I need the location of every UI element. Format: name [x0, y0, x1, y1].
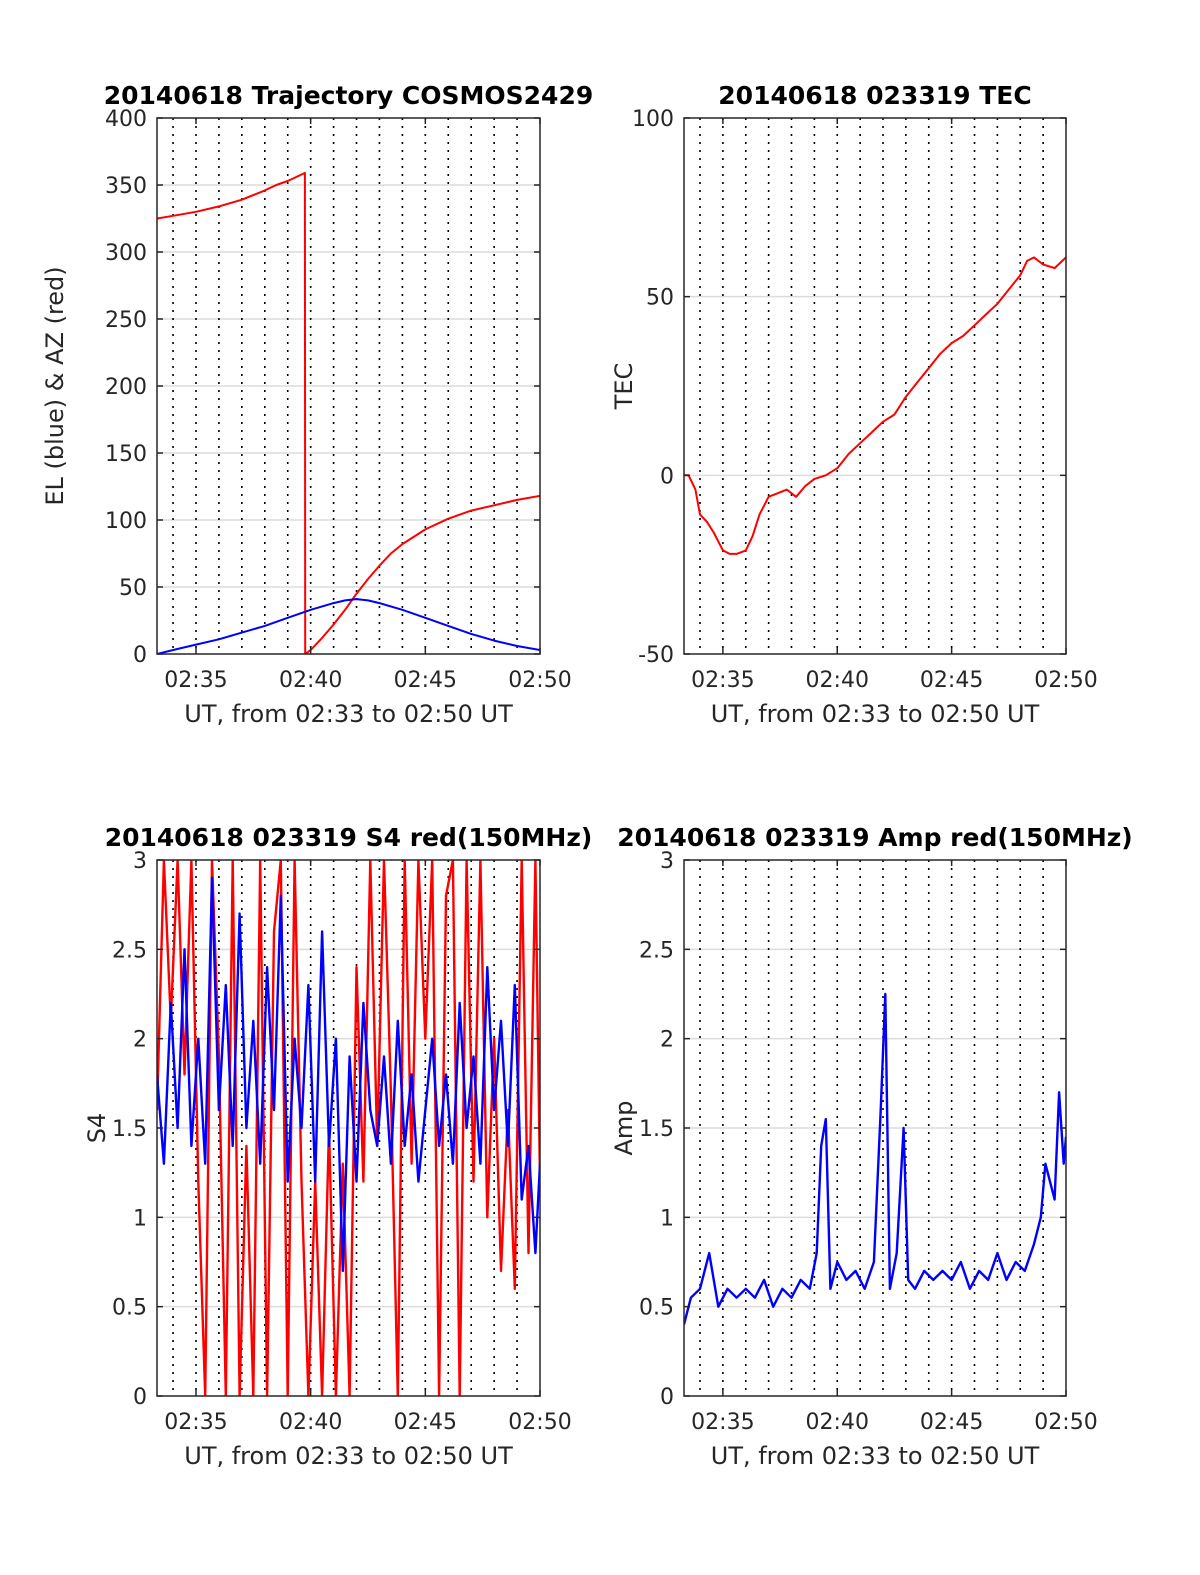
tec-ytick-label: 0 [660, 464, 674, 489]
amp-ytick-label: 2.5 [639, 938, 674, 963]
s4-ytick-label: 2 [133, 1028, 147, 1053]
amp-ytick-label: 0 [660, 1385, 674, 1410]
s4-title: 20140618 023319 S4 red(150MHz) [105, 823, 593, 852]
amp-ytick-label: 1 [660, 1206, 674, 1231]
tec-xtick-label: 02:45 [920, 668, 983, 693]
s4-ytick-label: 1.5 [112, 1117, 147, 1142]
tec-panel: -50 0 50 100 02:35 02:40 02:45 02:50 20140618 02… [610, 81, 1098, 728]
trajectory-xtick-label: 02:40 [279, 668, 342, 693]
tec-ytick-label: -50 [638, 643, 674, 668]
amp-ytick-label: 2 [660, 1028, 674, 1053]
amp-ylabel: Amp [610, 1100, 638, 1155]
amp-xtick-label: 02:45 [920, 1410, 983, 1435]
tec-ytick-label: 50 [646, 286, 674, 311]
trajectory-ytick-label: 100 [105, 509, 147, 534]
amp-ytick-label: 0.5 [639, 1296, 674, 1321]
amp-ytick-label: 1.5 [639, 1117, 674, 1142]
s4-xtick-label: 02:40 [279, 1410, 342, 1435]
tec-axes-box [683, 117, 1067, 655]
s4-ytick-label: 3 [133, 849, 147, 874]
tec-xtick-label: 02:35 [691, 668, 754, 693]
s4-ytick-label: 1 [133, 1206, 147, 1231]
trajectory-xtick-label: 02:35 [164, 668, 227, 693]
amp-ytick-label: 3 [660, 849, 674, 874]
s4-ytick-label: 0.5 [112, 1296, 147, 1321]
s4-xtick-label: 02:35 [164, 1410, 227, 1435]
tec-xlabel: UT, from 02:33 to 02:50 UT [711, 700, 1040, 728]
amp-series-0-line [684, 992, 1066, 1325]
trajectory-series-0-line [157, 171, 540, 654]
trajectory-xtick-label: 02:50 [508, 668, 571, 693]
amp-xtick-label: 02:40 [806, 1410, 869, 1435]
trajectory-ytick-label: 300 [105, 241, 147, 266]
trajectory-xtick-label: 02:45 [394, 668, 457, 693]
tec-title: 20140618 023319 TEC [718, 81, 1031, 110]
s4-ytick-label: 0 [133, 1385, 147, 1410]
amp-xlabel: UT, from 02:33 to 02:50 UT [711, 1442, 1040, 1470]
s4-ytick-label: 2.5 [112, 938, 147, 963]
trajectory-ytick-label: 50 [119, 576, 147, 601]
trajectory-ytick-label: 400 [105, 107, 147, 132]
trajectory-ytick-label: 150 [105, 442, 147, 467]
tec-ylabel: TEC [610, 363, 638, 411]
tec-ytick-label: 100 [632, 107, 674, 132]
trajectory-ytick-label: 200 [105, 375, 147, 400]
amp-panel: 0 0.5 1 1.5 2 2.5 3 02:35 02:40 02:45 02:50 2014061… [610, 823, 1133, 1470]
s4-series-1-line [157, 876, 540, 1273]
amp-xtick-label: 02:50 [1034, 1410, 1097, 1435]
tec-xtick-label: 02:40 [806, 668, 869, 693]
trajectory-ytick-label: 250 [105, 308, 147, 333]
trajectory-series-1-line [157, 598, 540, 654]
trajectory-panel: 0 50 100 150 200 250 300 350 400 02:35 02:40 02:45 0… [41, 81, 593, 728]
trajectory-ytick-label: 350 [105, 174, 147, 199]
s4-xtick-label: 02:50 [508, 1410, 571, 1435]
trajectory-ytick-label: 0 [133, 643, 147, 668]
s4-xlabel: UT, from 02:33 to 02:50 UT [184, 1442, 513, 1470]
trajectory-xlabel: UT, from 02:33 to 02:50 UT [184, 700, 513, 728]
s4-panel: 0 0.5 1 1.5 2 2.5 3 02:35 02:40 02:45 02:50 2014061… [83, 823, 592, 1470]
s4-xtick-label: 02:45 [394, 1410, 457, 1435]
trajectory-title: 20140618 Trajectory COSMOS2429 [104, 81, 594, 110]
amp-title: 20140618 023319 Amp red(150MHz) [617, 823, 1133, 852]
amp-xtick-label: 02:35 [691, 1410, 754, 1435]
trajectory-ylabel: EL (blue) & AZ (red) [41, 266, 69, 505]
s4-ylabel: S4 [83, 1113, 111, 1144]
tec-xtick-label: 02:50 [1034, 668, 1097, 693]
tec-series-0-line [684, 256, 1066, 555]
s4-series-0-line [157, 860, 540, 1396]
